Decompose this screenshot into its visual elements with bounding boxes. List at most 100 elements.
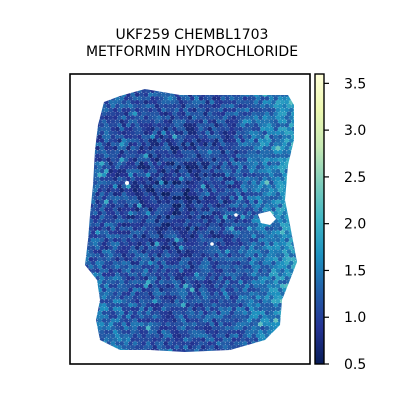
heatmap-spot (104, 306, 109, 312)
heatmap-spot (214, 337, 219, 342)
heatmap-spot (284, 115, 290, 120)
heatmap-spot (88, 256, 94, 262)
heatmap-spot (143, 329, 149, 335)
heatmap-spot (104, 329, 109, 335)
heatmap-spot (273, 302, 279, 308)
heatmap-spot (148, 222, 153, 228)
heatmap-spot (249, 222, 254, 228)
heatmap-spot (101, 149, 107, 155)
heatmap-spot (189, 341, 195, 346)
heatmap-spot (156, 329, 162, 335)
heatmap-spot (115, 279, 120, 285)
heatmap-spot (275, 314, 281, 320)
heatmap-spot (264, 302, 270, 308)
heatmap-spot (176, 302, 182, 308)
heatmap-spot (249, 176, 254, 182)
heatmap-spot (104, 253, 109, 258)
heatmap-spot (284, 337, 290, 342)
heatmap-spot (106, 172, 111, 178)
heatmap-spot (99, 92, 105, 98)
heatmap-spot (267, 353, 272, 358)
heatmap-spot (150, 256, 155, 262)
heatmap-spot (284, 314, 290, 320)
heatmap-spot (291, 302, 296, 308)
heatmap-spot (189, 218, 195, 224)
heatmap-spot (178, 306, 184, 312)
heatmap-spot (167, 233, 173, 239)
heatmap-spot (244, 230, 250, 235)
heatmap-spot (90, 321, 96, 327)
heatmap-spot (181, 318, 186, 323)
heatmap-spot (205, 115, 210, 120)
heatmap-spot (86, 337, 92, 342)
heatmap-spot (277, 210, 283, 216)
heatmap-spot (242, 341, 248, 346)
heatmap-spot (288, 253, 294, 258)
heatmap-spot (154, 172, 160, 178)
heatmap-spot (203, 134, 208, 140)
heatmap-spot (266, 314, 272, 320)
heatmap-spot (249, 191, 254, 197)
heatmap-spot (78, 192, 83, 197)
heatmap-spot (225, 188, 230, 193)
heatmap-spot (139, 344, 144, 350)
heatmap-spot (134, 321, 140, 327)
heatmap-spot (238, 241, 243, 247)
heatmap-spot (85, 344, 87, 350)
heatmap-spot (225, 272, 230, 277)
heatmap-spot (93, 180, 98, 186)
heatmap-spot (141, 264, 147, 270)
heatmap-spot (209, 153, 215, 159)
heatmap-spot (101, 333, 107, 339)
heatmap-spot (183, 207, 188, 212)
heatmap-spot (196, 184, 202, 189)
heatmap-spot (185, 226, 191, 231)
heatmap-spot (236, 99, 241, 105)
heatmap-spot (275, 268, 281, 274)
heatmap-spot (80, 311, 85, 316)
heatmap-spot (200, 321, 206, 327)
heatmap-spot (90, 253, 96, 258)
heatmap-spot (137, 96, 142, 101)
heatmap-spot (262, 191, 268, 197)
heatmap-spot (291, 341, 296, 346)
heatmap-spot (260, 295, 265, 300)
heatmap-spot (258, 115, 263, 120)
heatmap-spot (134, 214, 140, 220)
heatmap-spot (225, 203, 230, 209)
heatmap-spot (185, 279, 191, 285)
heatmap-spot (282, 310, 287, 316)
heatmap-spot (253, 276, 259, 281)
heatmap-spot (163, 264, 169, 270)
heatmap-spot (189, 180, 195, 186)
heatmap-spot (240, 145, 246, 151)
heatmap-spot (150, 172, 155, 178)
heatmap-spot (293, 222, 297, 228)
heatmap-spot (207, 295, 213, 300)
heatmap-spot (295, 241, 297, 247)
heatmap-spot (266, 321, 272, 327)
heatmap-spot (174, 145, 180, 151)
heatmap-spot (269, 149, 274, 155)
heatmap-spot (269, 142, 274, 147)
heatmap-spot (145, 210, 151, 216)
heatmap-spot (121, 260, 127, 266)
heatmap-spot (198, 341, 204, 346)
heatmap-spot (150, 302, 155, 308)
heatmap-spot (145, 249, 151, 254)
heatmap-spot (280, 107, 285, 113)
heatmap-spot (161, 92, 166, 98)
heatmap-spot (200, 153, 206, 159)
heatmap-spot (192, 353, 197, 358)
heatmap-spot (86, 138, 92, 143)
heatmap-spot (189, 210, 195, 216)
heatmap-spot (260, 318, 265, 323)
heatmap-spot (280, 245, 285, 251)
heatmap-spot (242, 126, 248, 132)
heatmap-spot (222, 268, 228, 274)
heatmap-spot (85, 176, 87, 182)
heatmap-spot (280, 353, 285, 358)
heatmap-spot (238, 126, 243, 132)
heatmap-spot (161, 145, 166, 151)
heatmap-spot (178, 153, 184, 159)
